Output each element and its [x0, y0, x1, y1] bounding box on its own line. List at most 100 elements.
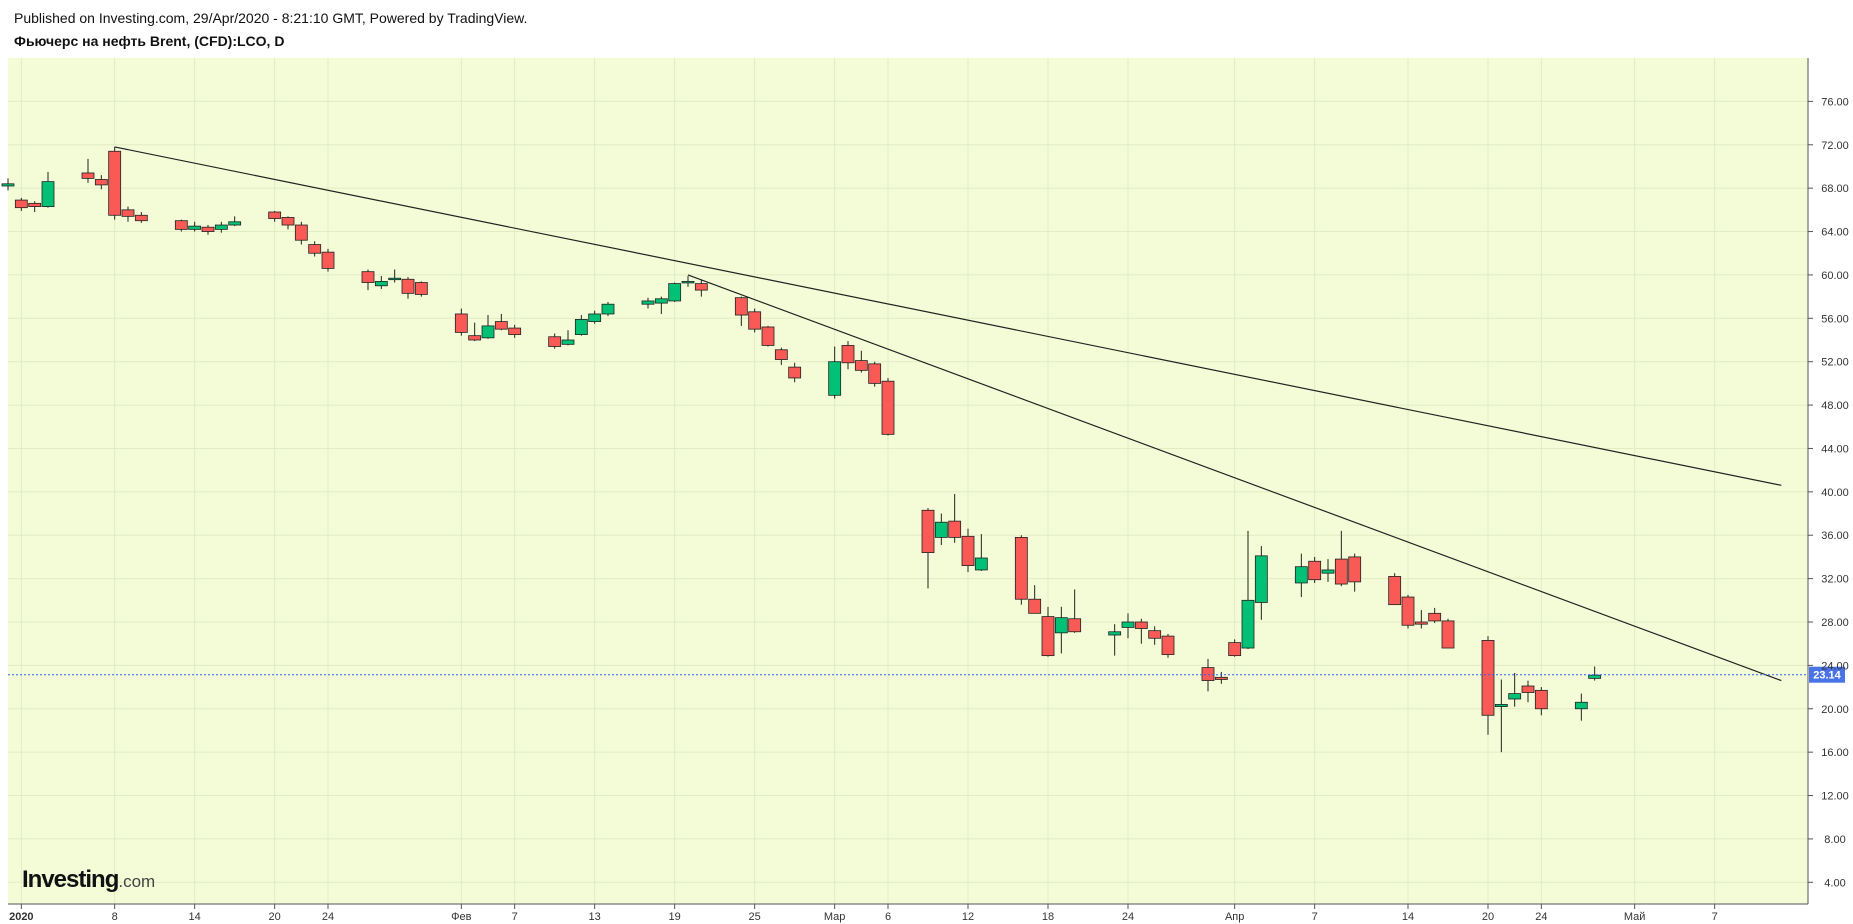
- candle: [94, 175, 108, 190]
- candle: [921, 508, 935, 589]
- candle: [1121, 613, 1135, 639]
- y-axis: 76.00 72.00 68.00 64.00 60.00 56.00 52.00 48.00…: [1807, 58, 1849, 904]
- x-tick-label: Мар: [824, 911, 846, 923]
- x-tick-label: 7: [1312, 911, 1318, 923]
- y-tick-label: 60.00: [1821, 270, 1849, 282]
- candle-body: [1348, 556, 1362, 583]
- logo-suffix: .com: [118, 872, 156, 891]
- candle: [81, 158, 95, 183]
- candle: [414, 281, 428, 297]
- candle: [1428, 607, 1442, 624]
- candle-body: [1508, 693, 1522, 700]
- x-tick-label: 18: [1042, 911, 1054, 923]
- candle: [1254, 546, 1268, 620]
- candle-body: [734, 297, 748, 316]
- candle-body: [641, 300, 655, 305]
- candle-body: [308, 244, 322, 254]
- candle: [468, 322, 482, 342]
- candle-body: [668, 283, 682, 302]
- candle: [28, 201, 42, 213]
- investing-logo: Investing.com: [22, 866, 155, 894]
- x-axis: 2020 8 14 20 24 Фев 7 13 19 25 Мар 6 12 18 24 Апр 7 14 20 2…: [8, 903, 1808, 923]
- candle: [1534, 687, 1548, 716]
- candle: [1574, 693, 1588, 721]
- candle: [761, 325, 775, 347]
- candle: [881, 377, 895, 436]
- candle: [1401, 594, 1415, 629]
- candle: [228, 216, 242, 227]
- candle-body: [1534, 689, 1548, 710]
- candle: [121, 206, 135, 222]
- candle: [668, 282, 682, 303]
- candle: [1014, 535, 1028, 605]
- price-badge: [1809, 666, 1845, 683]
- candle-body: [1214, 676, 1228, 680]
- candle: [374, 276, 388, 290]
- candle-body: [1401, 596, 1415, 626]
- candle-body: [1054, 617, 1068, 634]
- candle-body: [1, 183, 15, 187]
- candle: [1161, 633, 1175, 658]
- candle-body: [921, 509, 935, 553]
- x-tick-label: 25: [749, 911, 761, 923]
- candle: [1228, 639, 1242, 657]
- candle-body: [974, 557, 988, 571]
- candle: [1214, 671, 1228, 684]
- candle-body: [1068, 618, 1082, 633]
- candle-body: [828, 361, 842, 396]
- candle-body: [1241, 599, 1255, 649]
- y-tick-label: 8.00: [1824, 834, 1845, 846]
- candle: [1334, 530, 1348, 587]
- candle: [1028, 585, 1042, 614]
- candle: [14, 197, 28, 211]
- candle-body: [1588, 674, 1602, 679]
- candle-body: [268, 211, 282, 219]
- candle-body: [321, 251, 335, 269]
- candle: [1148, 626, 1162, 645]
- y-tick-label: 12.00: [1821, 791, 1849, 803]
- candle: [1521, 680, 1535, 703]
- last-price-line: 23.14: [8, 666, 1845, 683]
- candle: [788, 362, 802, 383]
- candle: [1294, 553, 1308, 598]
- plot-area[interactable]: [8, 58, 1808, 904]
- candle: [214, 221, 228, 233]
- candle: [641, 297, 655, 309]
- candle-body: [761, 326, 775, 346]
- x-tick-label: 14: [189, 911, 201, 923]
- y-tick-label: 28.00: [1821, 617, 1849, 629]
- candle-body: [1308, 560, 1322, 581]
- y-tick-label: 20.00: [1821, 704, 1849, 716]
- candle: [694, 280, 708, 297]
- candle-body: [1428, 612, 1442, 622]
- x-tick-label: 12: [962, 911, 974, 923]
- candle-body: [454, 313, 468, 333]
- candle: [548, 333, 562, 349]
- candle-body: [228, 221, 242, 226]
- candle: [1068, 589, 1082, 633]
- candle: [494, 313, 508, 331]
- y-tick-label: 56.00: [1821, 313, 1849, 325]
- candle-body: [1254, 555, 1268, 603]
- candle: [1508, 672, 1522, 707]
- trendline: [687, 274, 1782, 682]
- candle-body: [1494, 704, 1508, 708]
- candle-body: [1148, 630, 1162, 639]
- x-tick-label: 24: [1535, 911, 1547, 923]
- candle: [734, 296, 748, 326]
- x-tick-label: Апр: [1225, 911, 1244, 923]
- y-tick-label: 16.00: [1821, 747, 1849, 759]
- y-tick-label: 4.00: [1824, 877, 1845, 889]
- candle-body: [1521, 685, 1535, 693]
- x-tick-label: Фев: [451, 911, 471, 923]
- candle: [1, 178, 15, 191]
- candle: [1441, 618, 1455, 649]
- candle-body: [1574, 701, 1588, 710]
- x-tick-label: 2020: [9, 911, 33, 923]
- candle: [1241, 530, 1255, 650]
- trendlines: [114, 146, 1782, 682]
- candle-body: [468, 335, 482, 341]
- candle-body: [574, 318, 588, 335]
- x-tick-label: 20: [1482, 911, 1494, 923]
